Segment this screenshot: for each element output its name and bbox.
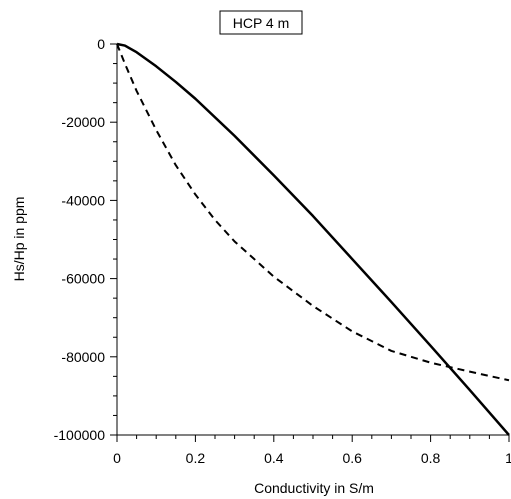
x-tick-label: 0.6 [342, 450, 362, 466]
y-tick-label: -20000 [61, 114, 105, 130]
x-tick-label: 0.4 [264, 450, 284, 466]
x-axis-label: Conductivity in S/m [254, 480, 374, 496]
x-tick-label: 0 [113, 450, 121, 466]
y-tick-label: -40000 [61, 192, 105, 208]
y-tick-label: -100000 [54, 427, 106, 443]
x-tick-label: 0.2 [186, 450, 206, 466]
chart-title-box: HCP 4 m [219, 10, 303, 35]
chart-title: HCP 4 m [233, 15, 290, 31]
title-frame [219, 10, 303, 35]
dashed-series-line [116, 43, 510, 382]
x-tick-label: 0.8 [421, 450, 441, 466]
y-tick-label: 0 [97, 36, 105, 52]
solid-series-line [116, 42, 510, 436]
x-tick-label: 1 [505, 450, 511, 466]
y-tick-label: -60000 [61, 271, 105, 287]
y-tick-label: -80000 [61, 349, 105, 365]
y-axis-label: Hs/Hp in ppm [11, 197, 27, 282]
plot-area: 0 0.2 0.4 0.6 0.8 1 0 -20000 -40000 -60000 -80000 -… [54, 36, 511, 466]
